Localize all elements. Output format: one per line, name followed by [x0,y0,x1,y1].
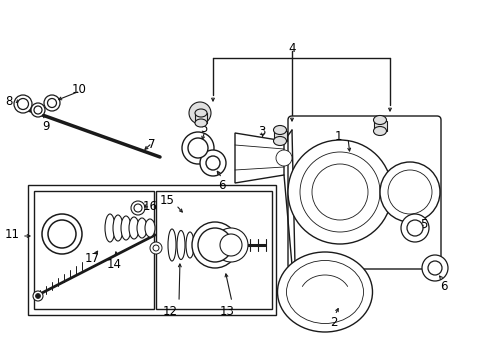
Text: 14: 14 [107,258,122,271]
Circle shape [427,261,441,275]
Text: 11: 11 [5,228,20,241]
Circle shape [187,138,207,158]
Ellipse shape [137,218,147,238]
Text: 4: 4 [287,42,295,55]
Ellipse shape [195,119,206,127]
Circle shape [134,204,142,212]
Text: 9: 9 [42,120,49,133]
Circle shape [214,228,247,262]
Ellipse shape [121,216,131,240]
Text: 10: 10 [72,83,87,96]
Ellipse shape [177,230,184,260]
Text: 15: 15 [160,194,175,207]
Ellipse shape [273,126,286,135]
Circle shape [153,245,159,251]
Circle shape [311,164,367,220]
Text: 6: 6 [218,179,225,192]
Circle shape [287,140,391,244]
Circle shape [406,220,422,236]
Circle shape [192,222,238,268]
Circle shape [275,150,291,166]
Ellipse shape [195,234,203,256]
Circle shape [299,152,379,232]
Text: 7: 7 [148,138,155,151]
Circle shape [14,95,32,113]
Ellipse shape [129,217,139,239]
Circle shape [48,220,76,248]
Ellipse shape [273,136,286,145]
Circle shape [150,242,162,254]
Circle shape [36,293,41,298]
Text: 5: 5 [419,218,427,231]
Circle shape [33,291,43,301]
Ellipse shape [105,214,115,242]
Circle shape [400,214,428,242]
Text: 16: 16 [142,200,158,213]
Ellipse shape [373,126,386,135]
Circle shape [198,228,231,262]
Circle shape [182,132,214,164]
Bar [28,185,275,315]
Ellipse shape [203,235,212,255]
Ellipse shape [373,116,386,125]
Circle shape [387,170,431,214]
Ellipse shape [185,232,194,258]
Circle shape [34,106,42,114]
Circle shape [421,255,447,281]
Ellipse shape [168,229,176,261]
Circle shape [131,201,145,215]
Ellipse shape [277,252,372,332]
FancyBboxPatch shape [287,116,440,269]
Bar [156,191,271,309]
Circle shape [205,156,220,170]
Circle shape [44,95,60,111]
Text: 5: 5 [200,122,207,135]
Text: 17: 17 [85,252,100,265]
Text: 8: 8 [5,95,12,108]
Bar [373,121,386,131]
Text: 6: 6 [439,280,447,293]
Ellipse shape [195,109,206,117]
Text: 13: 13 [220,305,234,318]
Circle shape [189,102,210,124]
Ellipse shape [113,215,123,241]
Circle shape [220,234,242,256]
Text: 2: 2 [329,316,337,329]
Ellipse shape [145,219,155,237]
Text: 3: 3 [258,125,265,138]
Ellipse shape [286,261,363,324]
Circle shape [200,150,225,176]
Circle shape [42,214,82,254]
Bar [273,131,286,141]
Circle shape [18,99,28,109]
Text: 1: 1 [334,130,342,143]
Circle shape [47,99,57,108]
Text: 12: 12 [163,305,178,318]
Bar [34,191,154,309]
Polygon shape [235,133,284,183]
Circle shape [31,103,45,117]
Bar [195,113,206,123]
Circle shape [379,162,439,222]
